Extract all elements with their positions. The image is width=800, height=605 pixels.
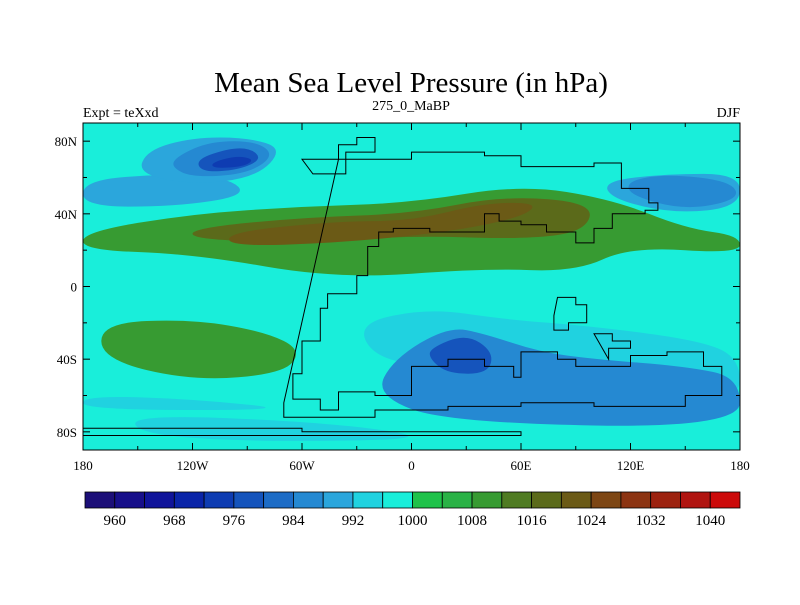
coastline [593, 333, 631, 362]
colorbar: 960 968 976 984 992 1000 1008 1016 1024 1032 1040 [84, 491, 741, 529]
pressure-regions [83, 137, 740, 441]
coastline [283, 151, 723, 418]
colorbar-swatch [471, 491, 503, 509]
y-tick-label: 40S [57, 352, 77, 367]
colorbar-label: 992 [342, 513, 365, 529]
colorbar-swatch [620, 491, 652, 509]
colorbar-label: 1024 [576, 513, 607, 529]
coastlines [83, 137, 723, 436]
colorbar-swatch [263, 491, 294, 509]
colorbar-swatch [352, 491, 384, 509]
colorbar-swatch [382, 491, 413, 509]
colorbar-label: 1000 [398, 513, 428, 529]
coastline [553, 296, 588, 331]
colorbar-swatch [501, 491, 532, 509]
colorbar-swatch [173, 491, 205, 509]
x-tick-label: 120E [617, 458, 645, 473]
colorbar-swatch [293, 491, 324, 509]
y-tick-label: 0 [71, 280, 78, 295]
chart-title: Mean Sea Level Pressure (in hPa) [214, 67, 608, 99]
colorbar-label: 1016 [517, 513, 548, 529]
colorbar-swatch [560, 491, 592, 509]
pressure-region [229, 202, 533, 246]
colorbar-swatch [233, 491, 265, 509]
y-tick-label: 80S [57, 425, 77, 440]
x-tick-label: 60E [511, 458, 532, 473]
colorbar-swatch [322, 491, 354, 509]
x-axis: 180 120W 60W 0 60E 120E 180 [73, 123, 750, 473]
x-tick-label: 60W [289, 458, 315, 473]
pressure-region [101, 320, 296, 379]
coastline [83, 427, 522, 436]
pressure-region [135, 417, 409, 441]
colorbar-label: 968 [163, 513, 186, 529]
y-tick-label: 80N [55, 134, 78, 149]
pressure-region [212, 156, 252, 168]
x-tick-label: 180 [73, 458, 93, 473]
y-tick-label: 40N [55, 207, 78, 222]
pressure-region [83, 396, 266, 410]
x-tick-label: 180 [730, 458, 750, 473]
x-tick-label: 120W [177, 458, 210, 473]
colorbar-label: 1032 [636, 513, 666, 529]
colorbar-swatch [709, 491, 741, 509]
colorbar-swatch [680, 491, 711, 509]
colorbar-swatch [84, 491, 116, 509]
period-label: 275_0_MaBP [372, 99, 450, 114]
season-label: DJF [717, 106, 741, 121]
coastline [301, 137, 376, 175]
colorbar-label: 976 [223, 513, 246, 529]
experiment-label: Expt = teXxd [83, 106, 159, 121]
y-axis: 80N 40N 0 40S 80S [55, 134, 740, 440]
colorbar-swatch [114, 491, 145, 509]
x-tick-label: 0 [408, 458, 415, 473]
colorbar-label: 1040 [695, 513, 725, 529]
colorbar-swatch [441, 491, 473, 509]
colorbar-swatch [650, 491, 681, 509]
colorbar-label: 1008 [457, 513, 487, 529]
colorbar-swatch [144, 491, 175, 509]
pressure-region [83, 175, 240, 207]
colorbar-swatch [203, 491, 235, 509]
colorbar-swatch [412, 491, 443, 509]
pressure-region [628, 175, 737, 208]
map-area [83, 123, 740, 450]
colorbar-swatch [531, 491, 562, 509]
colorbar-label: 960 [104, 513, 127, 529]
colorbar-swatch [590, 491, 622, 509]
pressure-region [429, 337, 492, 374]
colorbar-label: 984 [282, 513, 305, 529]
